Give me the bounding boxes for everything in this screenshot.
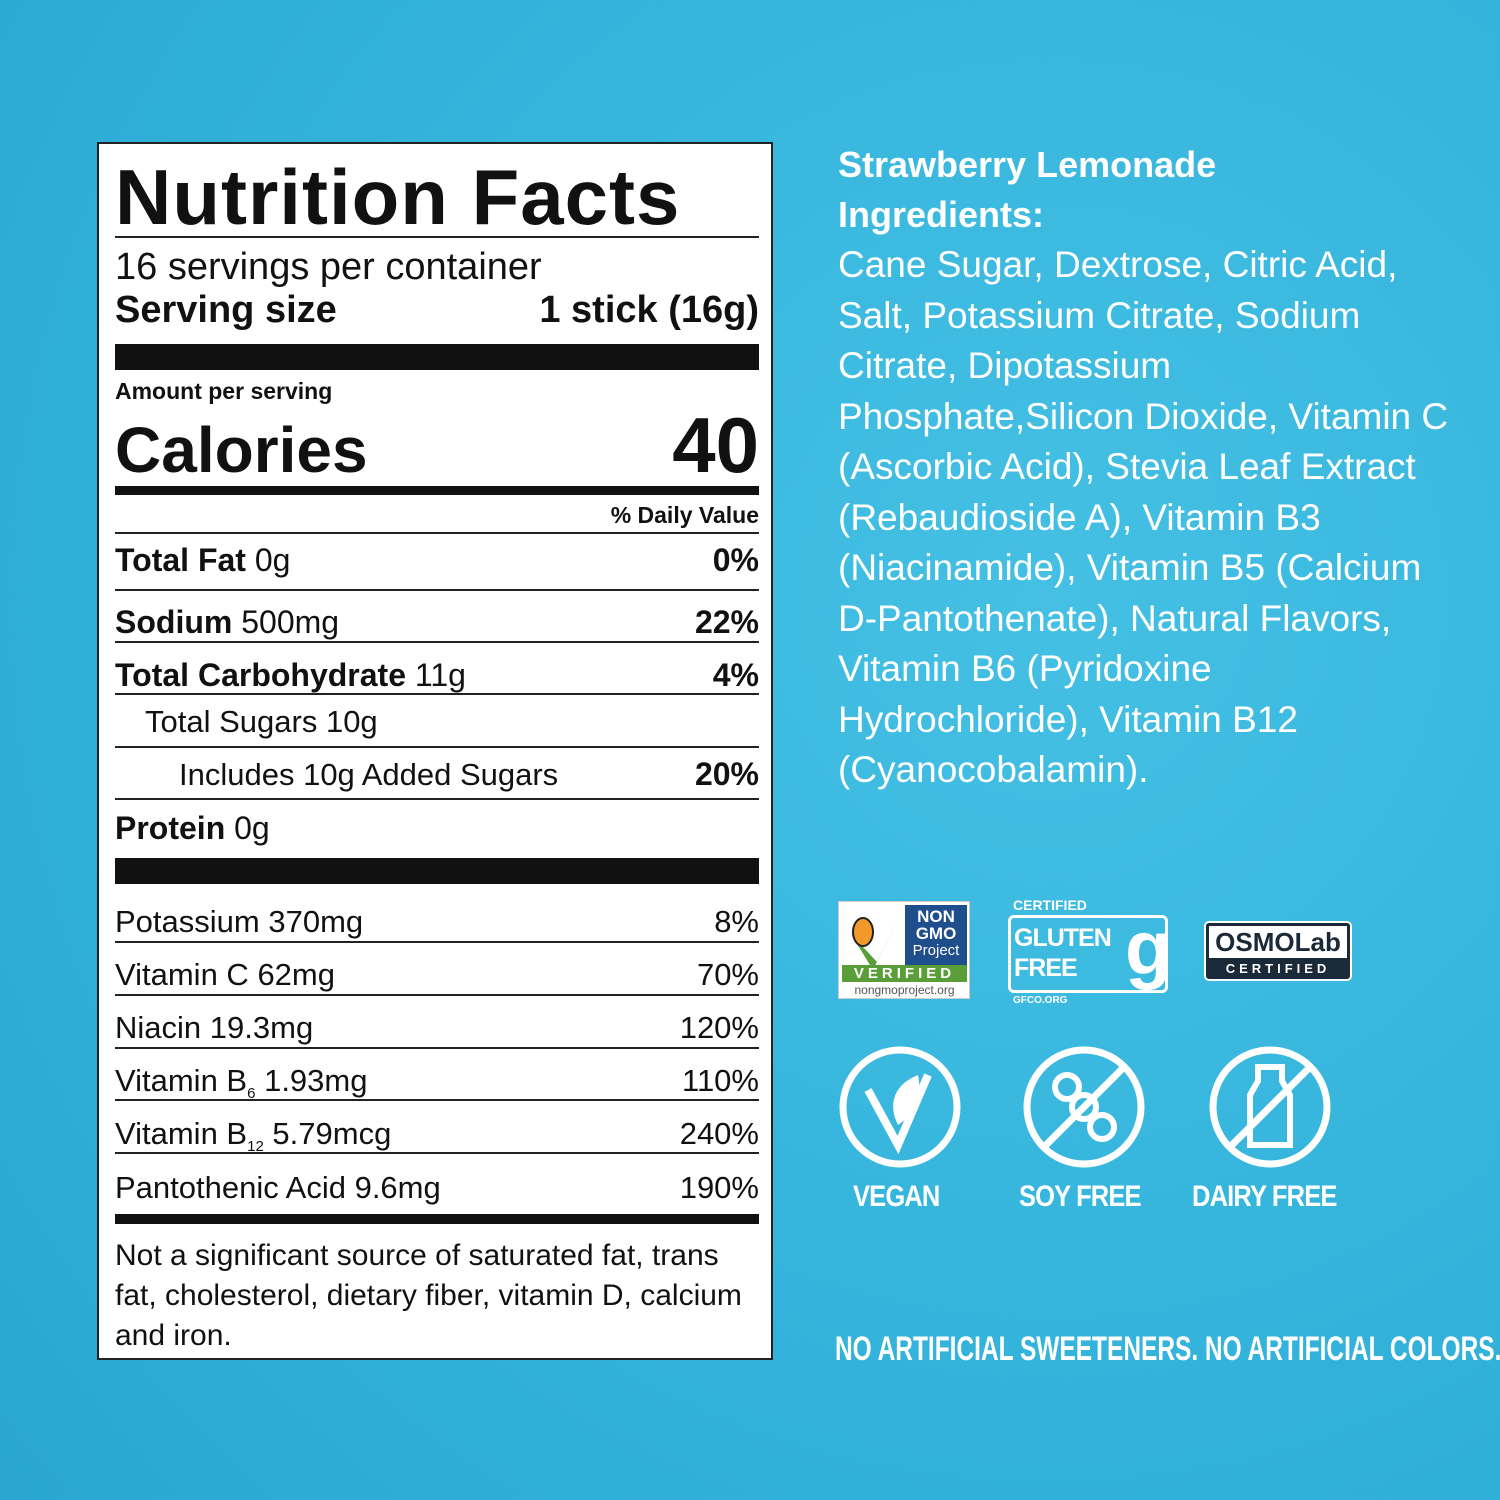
vitamin-row: Pantothenic Acid 9.6mg 190%: [115, 1170, 759, 1205]
osmolab-badge: OSMOLab CERTIFIED: [1204, 921, 1352, 981]
non-gmo-line: NON: [917, 907, 955, 926]
non-gmo-url: nongmoproject.org: [854, 983, 955, 997]
verified-text: VERIFIED: [842, 965, 967, 982]
vegan-leaf-icon: [839, 1046, 961, 1168]
product-name: Strawberry Lemonade: [838, 144, 1217, 185]
soy-free-label: SOY FREE: [1019, 1180, 1142, 1213]
non-gmo-line: GMO: [915, 924, 957, 943]
g-logo-icon: g: [1125, 906, 1172, 991]
nutrient-row: Total Fat 0g 0%: [115, 542, 759, 578]
vitamin-row: Vitamin C 62mg 70%: [115, 957, 759, 992]
gluten-certified-text: CERTIFIED: [1013, 897, 1087, 913]
gluten-line: GLUTEN: [1014, 924, 1112, 952]
vitamin-row: Vitamin B6 1.93mg 110%: [115, 1063, 759, 1103]
nutrient-row: Protein 0g: [115, 810, 270, 846]
gluten-line: FREE: [1014, 954, 1078, 982]
non-gmo-line: Project: [912, 942, 960, 959]
gfco-url: GFCO.ORG: [1013, 995, 1068, 1006]
osmolab-name: OSMOLab: [1209, 926, 1347, 958]
amount-per-serving: Amount per serving: [115, 378, 333, 404]
non-gmo-badge: NON GMO Project VERIFIED nongmoproject.org: [838, 901, 970, 999]
serving-size-label: Serving size: [115, 289, 337, 331]
calories-row: Calories 40: [115, 401, 759, 489]
nutrient-row: Total Carbohydrate 11g 4%: [115, 657, 759, 693]
soy-free-icon: [1023, 1046, 1145, 1168]
dairy-free-label: DAIRY FREE: [1192, 1180, 1337, 1213]
claim-text: NO ARTIFICIAL SWEETENERS. NO ARTIFICIAL …: [835, 1330, 1500, 1368]
label-title: Nutrition Facts: [115, 153, 681, 241]
non-gmo-text: NON GMO Project: [905, 905, 967, 965]
calories-label: Calories: [115, 414, 368, 486]
dairy-free-icon: [1209, 1046, 1331, 1168]
gluten-free-text: GLUTEN FREE: [1014, 923, 1112, 983]
osmolab-certified: CERTIFIED: [1225, 961, 1331, 976]
nutrition-facts-label: Nutrition Facts 16 servings per containe…: [97, 142, 773, 1360]
daily-value-header: % Daily Value: [610, 502, 759, 528]
calories-value: 40: [672, 401, 759, 489]
footnote: Not a significant source of saturated fa…: [115, 1239, 742, 1352]
ingredients-list: Cane Sugar, Dextrose, Citric Acid, Salt,…: [838, 244, 1449, 790]
serving-size: Serving size 1 stick (16g): [115, 289, 759, 332]
vegan-label: VEGAN: [853, 1180, 940, 1213]
vitamin-row: Vitamin B12 5.79mcg 240%: [115, 1116, 759, 1156]
nutrient-row: Includes 10g Added Sugars 20%: [179, 756, 759, 792]
gluten-badge-frame: [1008, 915, 1168, 993]
vitamin-row: Potassium 370mg 8%: [115, 904, 759, 939]
serving-size-value: 1 stick (16g): [539, 289, 759, 331]
nutrient-row: Total Sugars 10g: [145, 704, 378, 739]
nutrient-row: Sodium 500mg 22%: [115, 604, 759, 640]
vitamin-row: Niacin 19.3mg 120%: [115, 1010, 759, 1045]
gluten-free-badge: CERTIFIED GLUTEN FREE g GFCO.ORG: [1005, 895, 1175, 1007]
butterfly-icon: [851, 912, 901, 970]
ingredients-panel: Strawberry Lemonade Ingredients: Cane Su…: [838, 140, 1458, 796]
ingredients-heading: Ingredients:: [838, 194, 1045, 235]
servings-per-container: 16 servings per container: [115, 246, 542, 288]
